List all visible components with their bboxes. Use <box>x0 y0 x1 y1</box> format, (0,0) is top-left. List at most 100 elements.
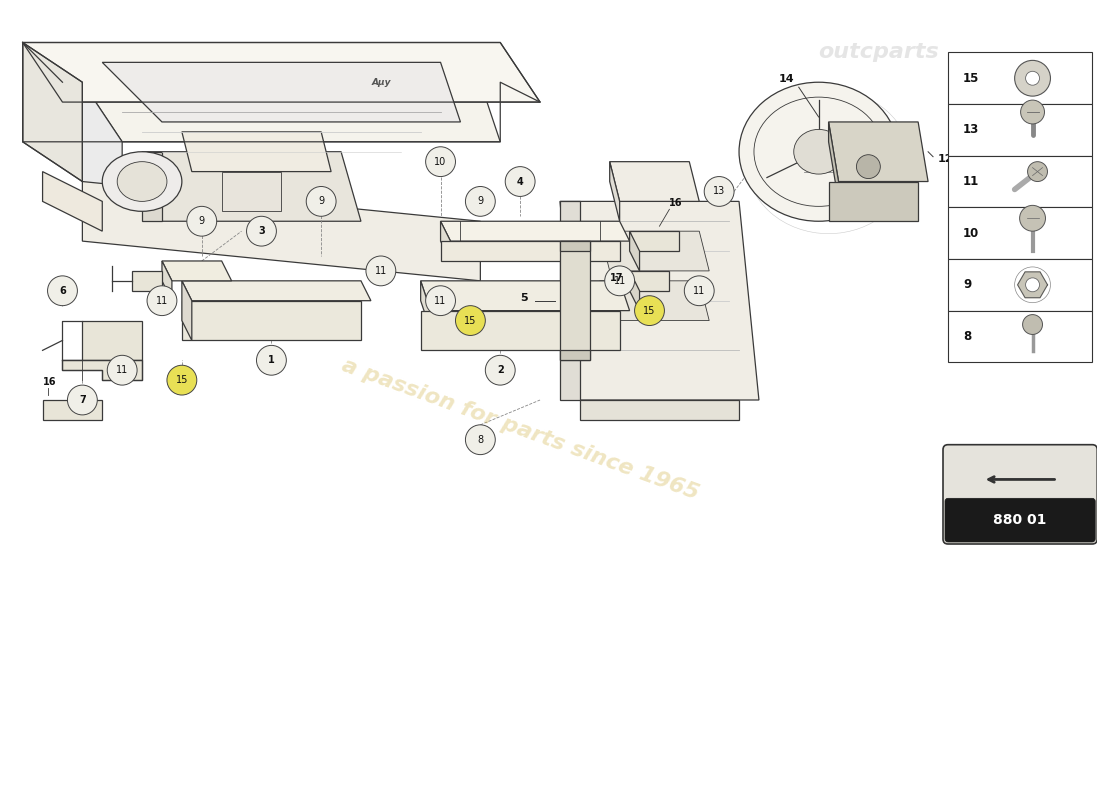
Text: 13: 13 <box>962 123 979 136</box>
Circle shape <box>465 186 495 216</box>
Polygon shape <box>182 281 371 301</box>
Text: outcparts: outcparts <box>818 42 938 62</box>
Circle shape <box>1025 71 1040 86</box>
Text: 11: 11 <box>116 366 129 375</box>
Polygon shape <box>629 231 680 251</box>
Ellipse shape <box>739 82 899 222</box>
Text: 5: 5 <box>520 293 528 302</box>
FancyBboxPatch shape <box>945 498 1096 542</box>
Text: 13: 13 <box>713 186 725 197</box>
Polygon shape <box>132 271 162 290</box>
Circle shape <box>1025 278 1040 292</box>
Circle shape <box>306 186 337 216</box>
FancyBboxPatch shape <box>948 156 1092 207</box>
Text: 11: 11 <box>156 296 168 306</box>
FancyBboxPatch shape <box>948 259 1092 310</box>
Circle shape <box>366 256 396 286</box>
Ellipse shape <box>102 152 182 211</box>
Polygon shape <box>560 241 590 360</box>
Polygon shape <box>1018 272 1047 298</box>
Text: 4: 4 <box>517 177 524 186</box>
Circle shape <box>187 206 217 236</box>
Text: 9: 9 <box>318 196 324 206</box>
Polygon shape <box>600 281 710 321</box>
Text: 10: 10 <box>962 226 979 240</box>
Circle shape <box>1027 162 1047 182</box>
FancyBboxPatch shape <box>948 53 1092 104</box>
Polygon shape <box>43 400 102 420</box>
Polygon shape <box>82 82 500 142</box>
FancyBboxPatch shape <box>948 310 1092 362</box>
Polygon shape <box>222 171 282 211</box>
Text: 8: 8 <box>477 434 483 445</box>
Polygon shape <box>828 122 838 202</box>
Circle shape <box>167 366 197 395</box>
Polygon shape <box>828 122 928 182</box>
Circle shape <box>465 425 495 454</box>
Text: 7: 7 <box>79 395 86 405</box>
Circle shape <box>256 346 286 375</box>
Polygon shape <box>629 231 639 271</box>
Text: 2: 2 <box>497 366 504 375</box>
Circle shape <box>857 154 880 178</box>
Circle shape <box>1014 60 1050 96</box>
Text: 9: 9 <box>962 278 971 291</box>
Polygon shape <box>142 152 162 222</box>
Polygon shape <box>162 261 172 301</box>
Text: 17: 17 <box>609 273 624 283</box>
Circle shape <box>635 296 664 326</box>
Polygon shape <box>609 162 700 202</box>
Text: a passion for parts since 1965: a passion for parts since 1965 <box>339 356 702 504</box>
Circle shape <box>67 385 97 415</box>
Text: 11: 11 <box>375 266 387 276</box>
Circle shape <box>426 286 455 315</box>
Text: 10: 10 <box>434 157 447 166</box>
Circle shape <box>1023 314 1043 334</box>
Polygon shape <box>82 321 142 360</box>
Text: 14: 14 <box>779 74 794 84</box>
Text: 12: 12 <box>938 154 954 164</box>
Circle shape <box>426 146 455 177</box>
Ellipse shape <box>118 162 167 202</box>
Polygon shape <box>828 182 918 222</box>
Circle shape <box>246 216 276 246</box>
Text: 11: 11 <box>962 175 979 188</box>
Polygon shape <box>580 400 739 420</box>
Circle shape <box>1020 206 1045 231</box>
Polygon shape <box>600 231 710 271</box>
Circle shape <box>107 355 138 385</box>
Polygon shape <box>420 310 619 350</box>
Polygon shape <box>629 271 670 290</box>
Polygon shape <box>82 82 122 222</box>
Text: 1: 1 <box>268 355 275 366</box>
Circle shape <box>147 286 177 315</box>
Polygon shape <box>420 281 629 310</box>
Polygon shape <box>441 222 629 241</box>
Text: 3: 3 <box>258 226 265 236</box>
Text: 880 01: 880 01 <box>993 513 1047 527</box>
Polygon shape <box>142 152 361 222</box>
FancyBboxPatch shape <box>943 445 1097 544</box>
Text: 9: 9 <box>199 216 205 226</box>
Circle shape <box>47 276 77 306</box>
Text: 9: 9 <box>477 196 483 206</box>
Polygon shape <box>560 241 590 251</box>
Polygon shape <box>162 261 232 281</box>
FancyBboxPatch shape <box>948 104 1092 156</box>
Polygon shape <box>560 202 759 400</box>
Polygon shape <box>182 132 331 171</box>
Text: 16: 16 <box>43 377 56 387</box>
Polygon shape <box>102 62 461 122</box>
Polygon shape <box>420 281 430 330</box>
Text: 15: 15 <box>644 306 656 316</box>
Text: 8: 8 <box>962 330 971 343</box>
Polygon shape <box>441 222 451 261</box>
Polygon shape <box>182 281 191 341</box>
Text: 16: 16 <box>670 198 683 208</box>
Polygon shape <box>629 271 639 310</box>
Polygon shape <box>560 350 590 360</box>
FancyBboxPatch shape <box>948 207 1092 259</box>
Ellipse shape <box>794 130 844 174</box>
Circle shape <box>505 166 535 197</box>
Circle shape <box>485 355 515 385</box>
